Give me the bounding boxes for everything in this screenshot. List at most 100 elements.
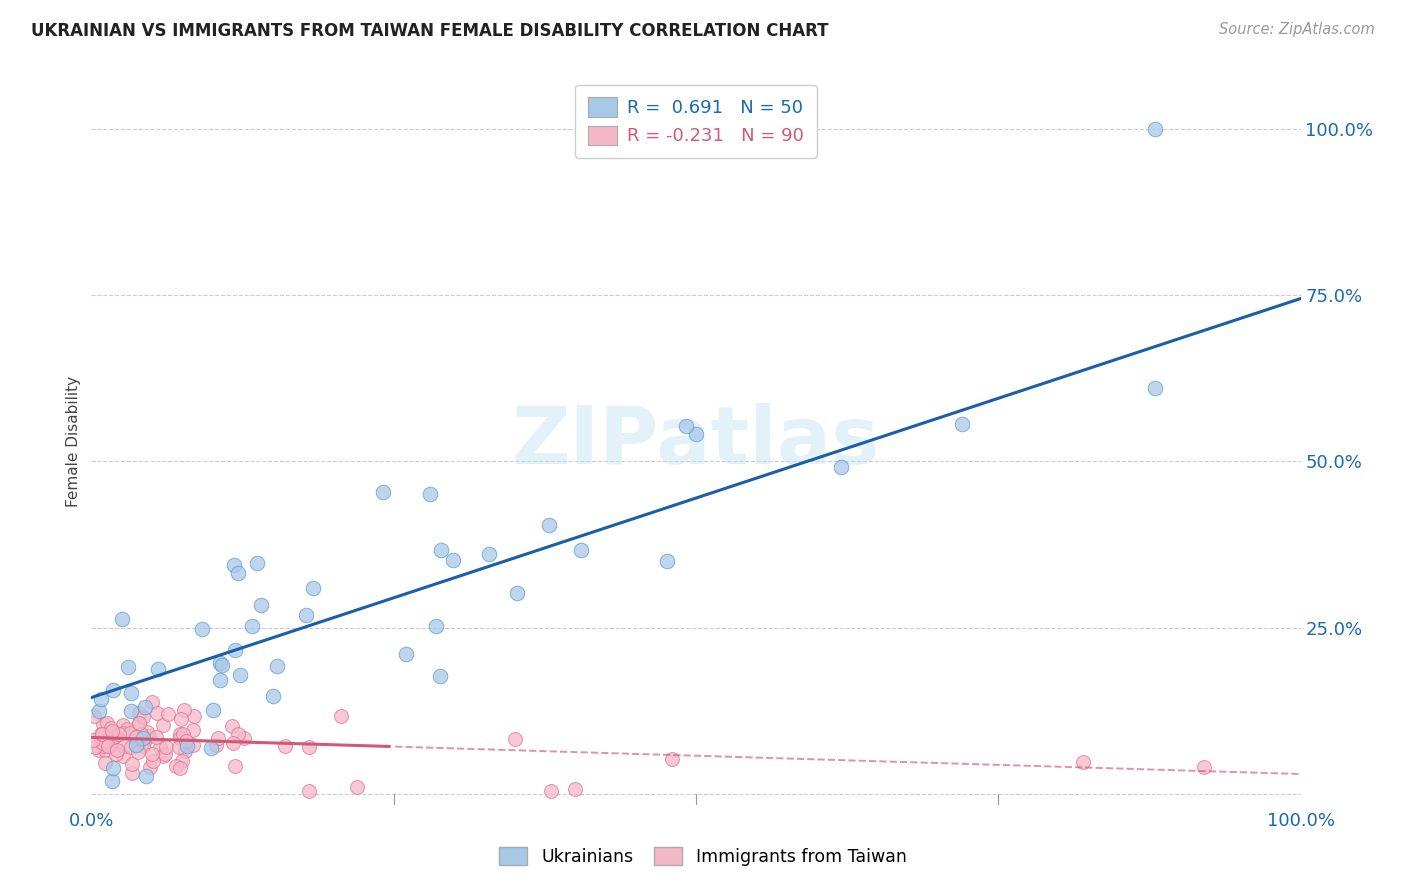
Point — [346, 780, 368, 795]
Point — [146, 706, 169, 720]
Point — [429, 543, 451, 558]
Point — [132, 710, 155, 724]
Point — [181, 723, 204, 738]
Point — [655, 554, 678, 568]
Point — [141, 747, 163, 761]
Point — [91, 716, 114, 731]
Point — [115, 723, 138, 737]
Point — [96, 716, 118, 731]
Point — [506, 585, 529, 599]
Point — [211, 658, 233, 673]
Point — [661, 752, 683, 766]
Text: ZIPatlas: ZIPatlas — [512, 402, 880, 481]
Point — [100, 724, 122, 739]
Point — [84, 739, 107, 754]
Point — [101, 726, 124, 740]
Point — [540, 783, 562, 797]
Point — [250, 598, 273, 612]
Point — [107, 727, 129, 741]
Point — [172, 754, 194, 768]
Point — [129, 727, 152, 741]
Point — [169, 727, 191, 741]
Point — [228, 667, 250, 681]
Point — [98, 739, 121, 754]
Point — [127, 745, 149, 759]
Point — [104, 747, 127, 761]
Point — [564, 781, 586, 796]
Point — [262, 689, 284, 703]
Point — [675, 419, 697, 434]
Point — [176, 739, 198, 753]
Point — [226, 566, 249, 581]
Point — [127, 738, 149, 752]
Point — [200, 741, 222, 756]
Point — [371, 485, 394, 500]
Point — [103, 730, 125, 744]
Point — [103, 730, 125, 744]
Point — [169, 761, 191, 775]
Point — [297, 739, 319, 754]
Point — [152, 717, 174, 731]
Point — [202, 703, 225, 717]
Point — [222, 735, 245, 749]
Point — [132, 731, 155, 746]
Point — [94, 756, 117, 770]
Point — [110, 612, 132, 626]
Point — [204, 738, 226, 752]
Point — [120, 726, 142, 740]
Point — [111, 717, 134, 731]
Point — [153, 747, 176, 761]
Point — [425, 619, 447, 633]
Text: UKRAINIAN VS IMMIGRANTS FROM TAIWAN FEMALE DISABILITY CORRELATION CHART: UKRAINIAN VS IMMIGRANTS FROM TAIWAN FEMA… — [31, 22, 828, 40]
Point — [503, 731, 526, 746]
Point — [191, 622, 214, 636]
Point — [121, 757, 143, 772]
Point — [131, 739, 153, 753]
Point — [156, 706, 179, 721]
Point — [298, 783, 321, 797]
Point — [120, 739, 142, 754]
Point — [224, 759, 246, 773]
Point — [538, 517, 561, 532]
Point — [141, 695, 163, 709]
Point — [329, 709, 352, 723]
Point — [100, 722, 122, 736]
Point — [121, 766, 143, 780]
Point — [90, 727, 112, 741]
Point — [172, 727, 194, 741]
Point — [395, 647, 418, 661]
Point — [125, 731, 148, 745]
Point — [94, 738, 117, 752]
Point — [170, 712, 193, 726]
Point — [103, 728, 125, 742]
Point — [135, 769, 157, 783]
Point — [91, 739, 114, 754]
Point — [112, 739, 135, 753]
Point — [94, 743, 117, 757]
Point — [149, 740, 172, 755]
Point — [294, 607, 316, 622]
Point — [222, 558, 245, 573]
Point — [266, 659, 288, 673]
Point — [169, 740, 191, 755]
Point — [83, 709, 105, 723]
Point — [139, 759, 162, 773]
Point — [246, 556, 269, 570]
Point — [478, 547, 501, 561]
Point — [148, 662, 170, 676]
Point — [90, 726, 112, 740]
Point — [136, 725, 159, 739]
Point — [441, 553, 464, 567]
Point — [224, 643, 246, 657]
Point — [89, 743, 111, 757]
Point — [1071, 755, 1094, 769]
Point — [208, 673, 231, 688]
Point — [134, 735, 156, 749]
Point — [101, 761, 124, 775]
Point — [134, 699, 156, 714]
Point — [112, 726, 135, 740]
Text: Source: ZipAtlas.com: Source: ZipAtlas.com — [1219, 22, 1375, 37]
Point — [169, 731, 191, 745]
Point — [128, 715, 150, 730]
Point — [240, 619, 263, 633]
